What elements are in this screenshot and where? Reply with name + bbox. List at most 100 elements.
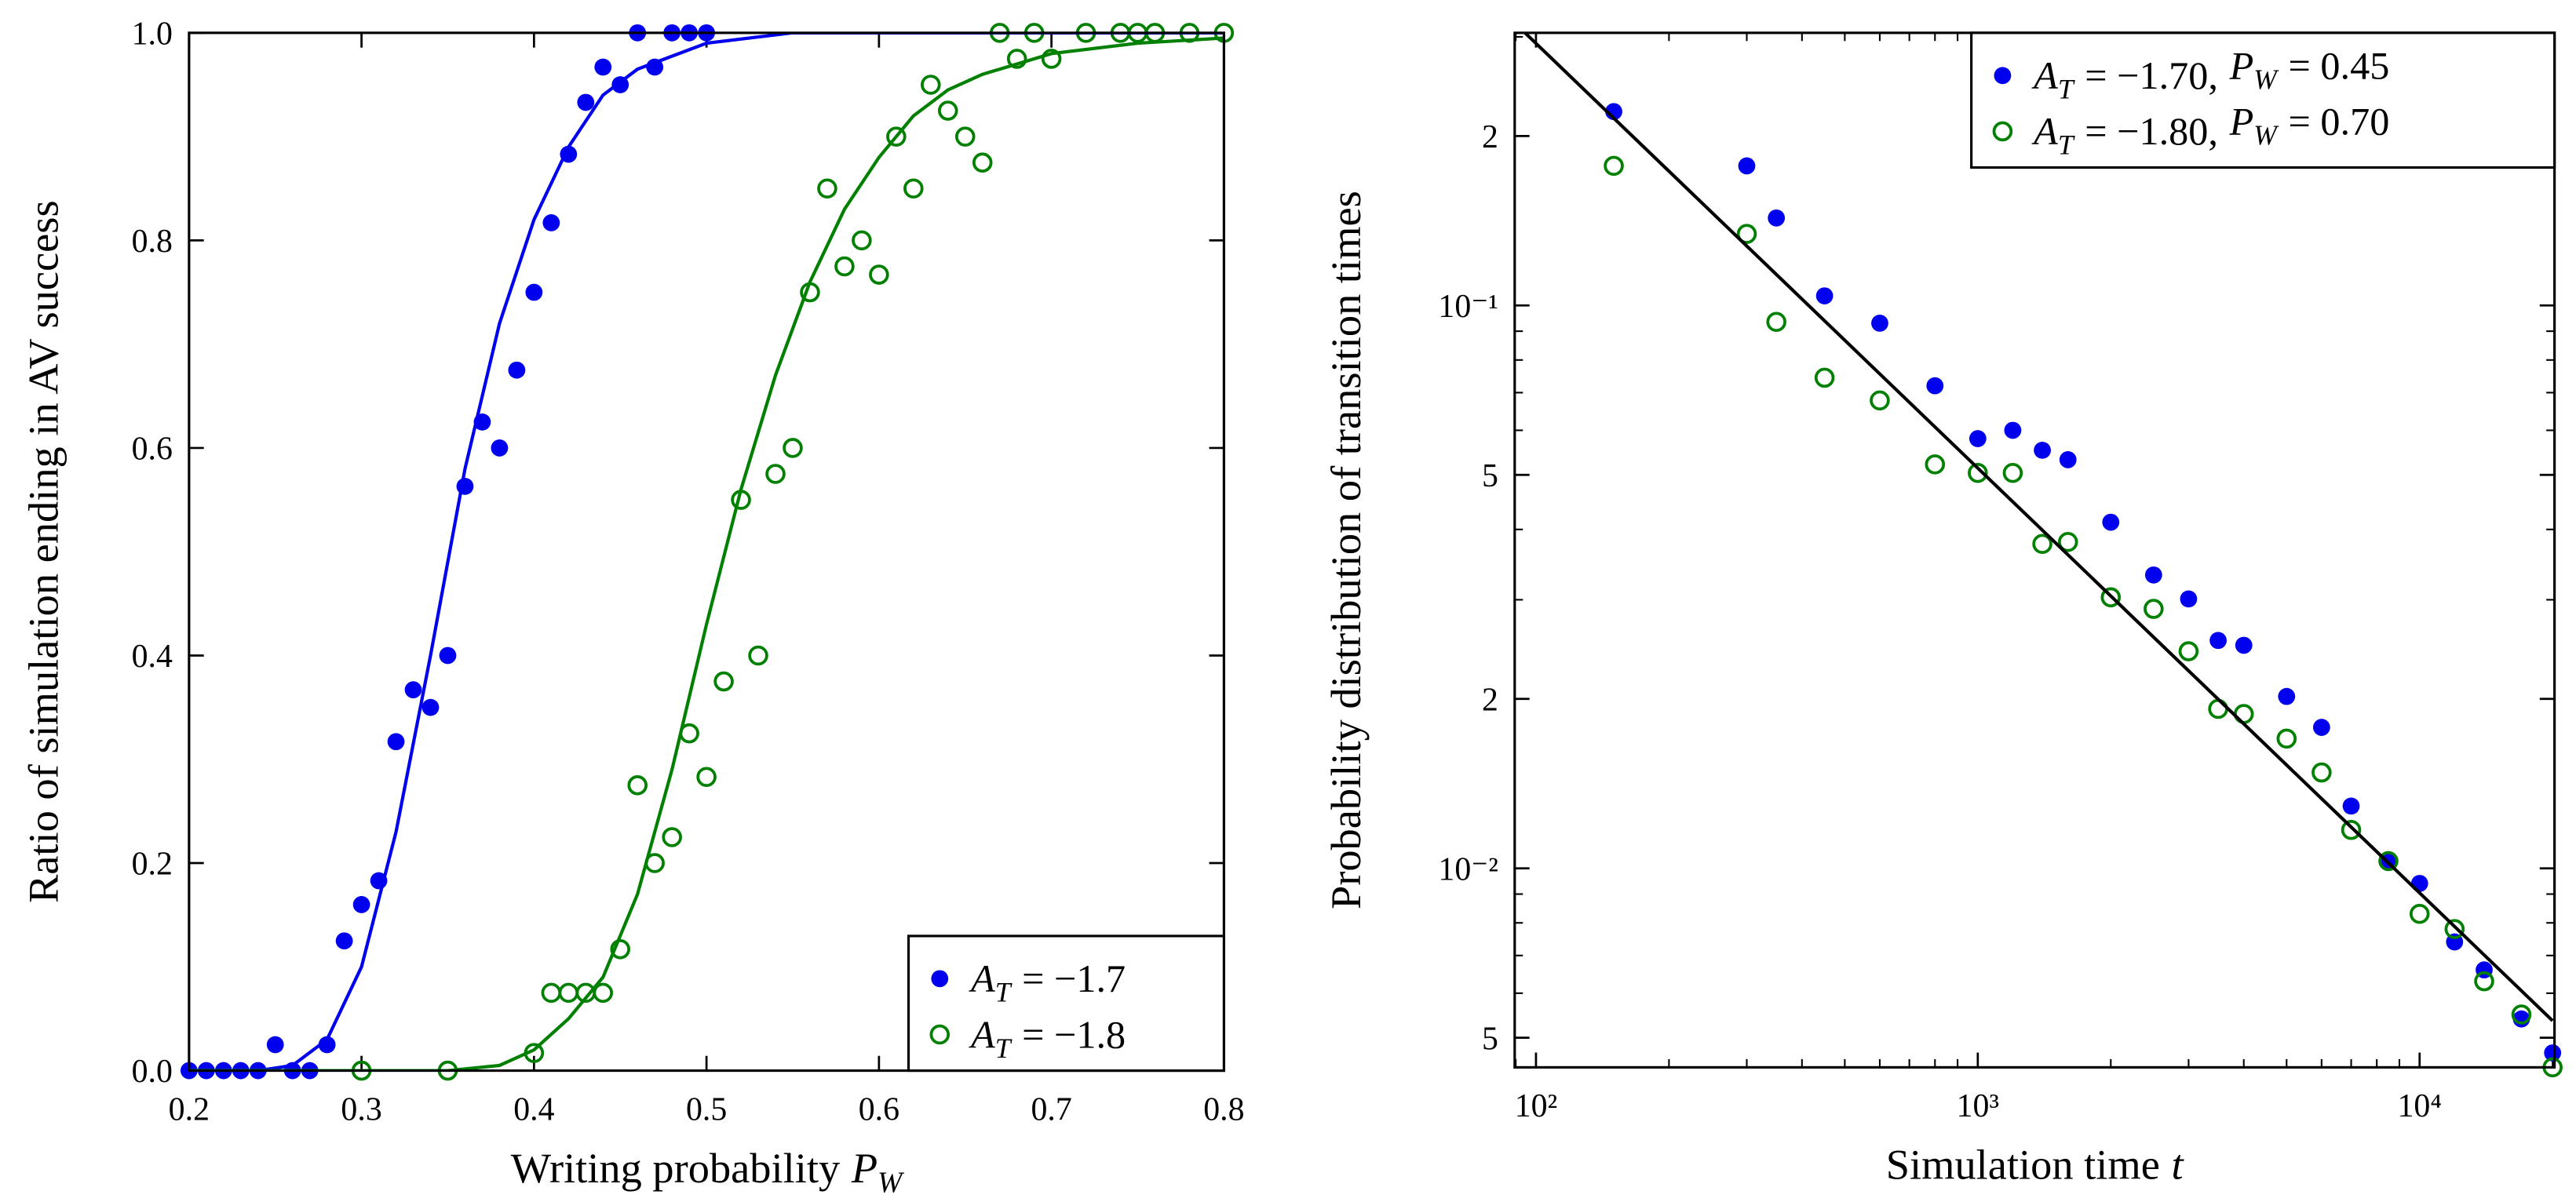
data-point [2100,587,2122,608]
y-tick-label: 10⁻² [1438,851,1498,887]
data-point [1766,311,1786,333]
y-tick-label: 0.2 [132,847,173,883]
data-point [2276,728,2297,749]
legend-part: = −1.8 [1022,1012,1126,1056]
data-point [903,178,924,199]
data-point [610,939,631,960]
y-axis-label: Probability distribution of transition t… [1323,191,1370,909]
data-point [765,464,786,484]
x-tick-label: 0.6 [859,1091,899,1127]
fit-line [1522,32,2554,1022]
data-point [834,256,855,277]
data-point [1968,463,1988,483]
fit-line [188,36,1224,1071]
data-point [954,126,976,147]
y-tick-label: 0.4 [132,639,173,675]
data-point [1604,155,1624,177]
data-point [266,1036,284,1054]
data-point [2057,531,2078,552]
data-point [696,767,717,788]
data-point [1738,157,1756,175]
x-tick-label: 0.8 [1203,1091,1244,1127]
data-point [1736,224,1757,244]
y-tick-label: 0.6 [132,432,173,468]
legend-part: = 0.45 [2289,43,2390,87]
data-point [594,58,612,76]
data-point [2144,566,2162,584]
data-point [421,698,440,716]
legend-part: A [969,1012,995,1056]
x-label-text: Simulation time [1886,1142,2160,1189]
data-point [2004,421,2022,439]
legend-label: AT = −1.7 [969,956,1126,1008]
data-point [2278,687,2296,705]
y-tick-label: 5 [1482,1021,1498,1057]
legend-label: AT = −1.80, PW = 0.70 [2031,100,2389,161]
data-point [783,438,803,458]
legend-marker [929,1024,950,1045]
y-tick-label: 2 [1482,682,1498,718]
data-point [1815,287,1833,304]
x-tick-label: 10² [1515,1088,1557,1124]
data-point [2311,762,2332,783]
data-point [2002,463,2023,483]
data-point [491,439,509,457]
data-point [593,982,614,1003]
legend-label: AT = −1.70, PW = 0.45 [2031,43,2389,104]
x-label-symbol: P [851,1145,878,1192]
data-point [1925,454,1946,475]
y-tick-label: 2 [1482,119,1498,155]
legend-part: T [995,977,1013,1008]
fit-line [188,32,1224,1071]
legend-part: W [2253,119,2279,151]
x-tick-label: 10³ [1957,1088,1999,1124]
x-axis-label: Simulation time t [1886,1142,2185,1189]
y-tick-label: 1.0 [132,16,173,53]
data-point [2474,971,2494,992]
data-point [541,982,562,1003]
x-label-sub: W [878,1166,905,1199]
data-point [2342,797,2360,815]
legend-box [1970,31,2556,169]
data-point [2059,451,2077,468]
data-point [1870,390,1890,411]
data-point [627,775,648,796]
data-point [921,75,941,95]
data-point [1926,377,1944,395]
data-point [1006,49,1027,69]
legend-marker [1994,67,2012,85]
data-point [938,100,958,121]
legend-part: A [2031,109,2058,153]
legend-part: P [2229,100,2254,144]
data-point [542,214,560,231]
legend-part: W [2253,64,2279,95]
data-point [713,671,734,692]
data-point [2209,632,2227,650]
y-tick-label: 5 [1482,458,1498,494]
data-point [1768,209,1786,227]
data-point [2544,1044,2562,1062]
data-point [1041,49,1062,69]
plot-frame [188,31,1225,1073]
x-tick-label: 10⁴ [2398,1088,2442,1124]
data-point [852,230,872,251]
data-point [2341,820,2362,840]
data-point [2409,903,2430,924]
data-point [352,896,370,913]
data-point [2034,441,2051,459]
x-label-symbol: t [2172,1142,2185,1189]
data-point [662,827,682,847]
data-point [817,178,837,199]
x-axis-label: Writing probability PW [511,1145,905,1200]
data-point [2178,641,2199,661]
data-point [1968,430,1987,447]
legend-part: A [969,956,995,1000]
data-point [2180,590,2198,608]
y-tick-label: 10⁻¹ [1438,289,1498,325]
legend-part: P [2229,43,2254,87]
data-point [558,982,579,1003]
x-label-text: Writing probability [511,1145,840,1192]
legend-part: T [2058,129,2075,161]
